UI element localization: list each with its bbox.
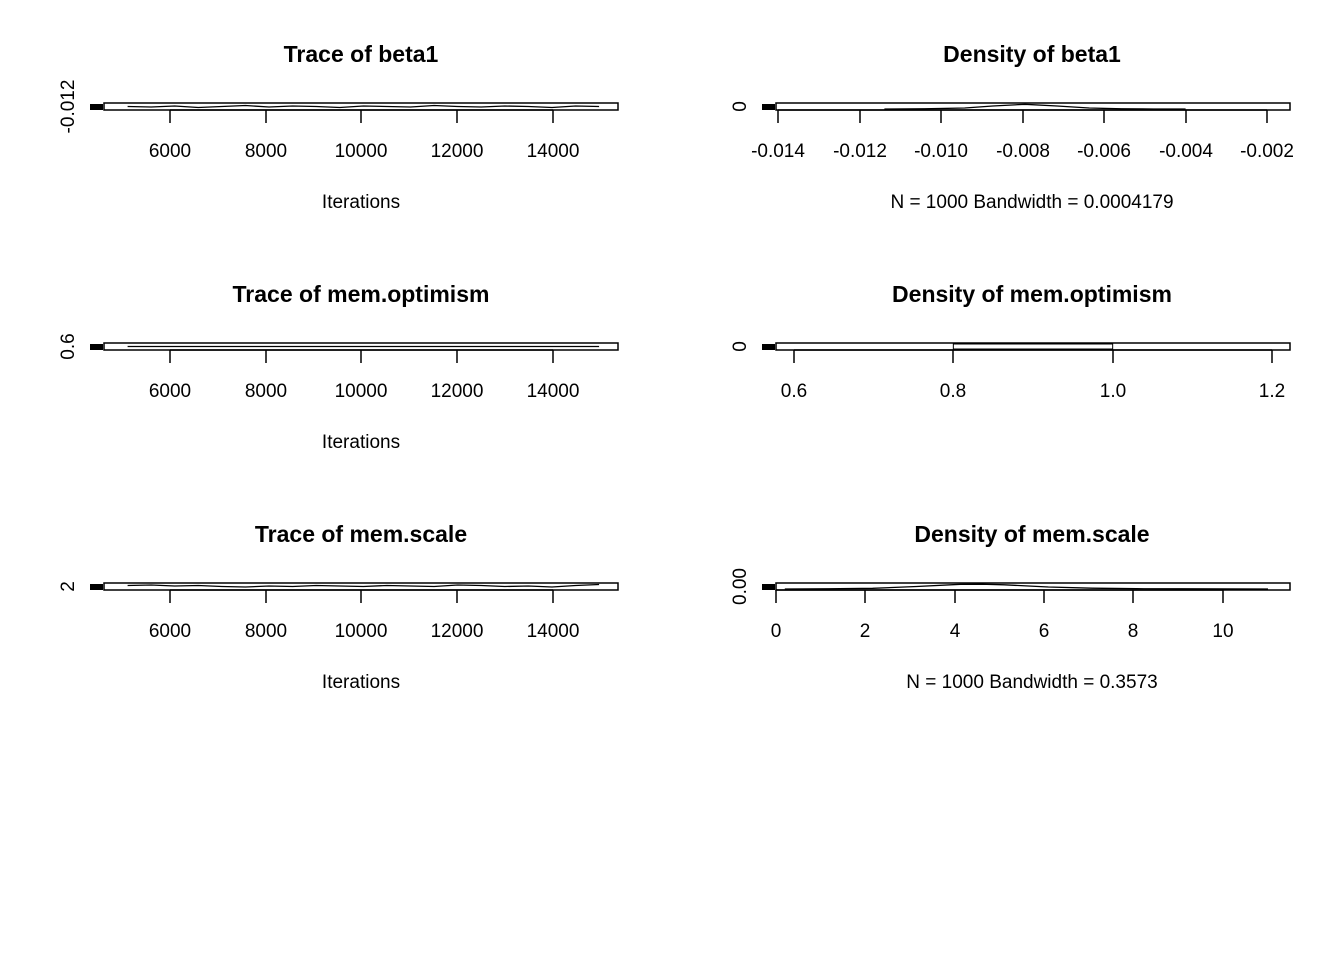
panel-title: Density of mem.optimism <box>892 281 1172 307</box>
y-tick-label: 0.00 <box>730 568 751 605</box>
x-tick-label: -0.008 <box>996 141 1050 162</box>
x-tick-label: 4 <box>950 621 961 642</box>
series-line <box>127 104 600 109</box>
y-tick-label: -0.012 <box>58 80 79 134</box>
y-tick-label: 0 <box>730 101 751 112</box>
series-line <box>127 583 600 588</box>
x-axis-label: N = 1000 Bandwidth = 0.0004179 <box>890 192 1173 213</box>
panel-title: Trace of mem.scale <box>255 521 467 547</box>
x-tick-label: 6000 <box>149 141 191 162</box>
x-tick-label: 2 <box>860 621 871 642</box>
x-tick-label: 14000 <box>527 141 580 162</box>
panel-title: Trace of beta1 <box>284 41 439 67</box>
x-tick-label: 10000 <box>335 141 388 162</box>
x-tick-label: 0 <box>771 621 782 642</box>
y-tick-label: 0 <box>730 341 751 352</box>
x-tick-label: -0.006 <box>1077 141 1131 162</box>
panel-title: Density of mem.scale <box>914 521 1149 547</box>
x-axis-label: N = 1000 Bandwidth = 0.3573 <box>906 672 1157 693</box>
panel-3: Trace of mem.optimism 6000 8000 10000 12000 1… <box>58 281 619 453</box>
panel-2: Density of beta1 -0.014 -0.012 -0.010 -0.008… <box>730 41 1294 213</box>
x-tick-label: 14000 <box>527 621 580 642</box>
y-axis-mark <box>762 104 775 110</box>
panel-4: Density of mem.optimism 0.6 0.8 1.0 1.2 0 <box>730 281 1291 402</box>
x-tick-label: 12000 <box>431 141 484 162</box>
panel-5: Trace of mem.scale 6000 8000 10000 12000 1400… <box>58 521 619 693</box>
x-tick-label: 6000 <box>149 381 191 402</box>
x-axis-label: Iterations <box>322 672 400 693</box>
x-tick-label: -0.014 <box>751 141 805 162</box>
y-axis-mark <box>90 344 103 350</box>
plot-frame <box>775 102 1291 111</box>
x-tick-label: 12000 <box>431 621 484 642</box>
x-tick-label: -0.004 <box>1159 141 1213 162</box>
x-tick-label: 1.0 <box>1100 381 1126 402</box>
x-tick-label: 10000 <box>335 381 388 402</box>
panel-title: Trace of mem.optimism <box>233 281 490 307</box>
panel-1: Trace of beta1 6000 8000 10000 12000 14000 -0.… <box>58 41 619 213</box>
y-axis-mark <box>90 104 103 110</box>
x-tick-label: 10 <box>1212 621 1233 642</box>
panel-6: Density of mem.scale 0 2 4 6 8 10 0.00 N = 1000 … <box>730 521 1291 693</box>
x-tick-label: 8000 <box>245 621 287 642</box>
x-tick-label: 8 <box>1128 621 1139 642</box>
x-tick-label: 0.6 <box>781 381 807 402</box>
y-tick-label: 2 <box>58 581 79 592</box>
density-bar <box>952 343 1114 350</box>
x-tick-label: 6 <box>1039 621 1050 642</box>
series-line <box>784 583 1269 590</box>
x-tick-label: -0.002 <box>1240 141 1294 162</box>
x-axis-label: Iterations <box>322 192 400 213</box>
x-tick-label: -0.010 <box>914 141 968 162</box>
y-axis-mark <box>762 584 775 590</box>
x-axis-label: Iterations <box>322 432 400 453</box>
x-tick-label: 14000 <box>527 381 580 402</box>
y-axis-mark <box>90 584 103 590</box>
y-axis-mark <box>762 344 775 350</box>
x-tick-label: 10000 <box>335 621 388 642</box>
x-tick-label: 6000 <box>149 621 191 642</box>
panel-title: Density of beta1 <box>943 41 1121 67</box>
x-tick-label: -0.012 <box>833 141 887 162</box>
x-tick-label: 8000 <box>245 141 287 162</box>
x-tick-label: 12000 <box>431 381 484 402</box>
x-tick-label: 8000 <box>245 381 287 402</box>
x-tick-label: 1.2 <box>1259 381 1285 402</box>
x-tick-label: 0.8 <box>940 381 966 402</box>
y-tick-label: 0.6 <box>58 333 79 359</box>
series-line <box>884 103 1186 110</box>
